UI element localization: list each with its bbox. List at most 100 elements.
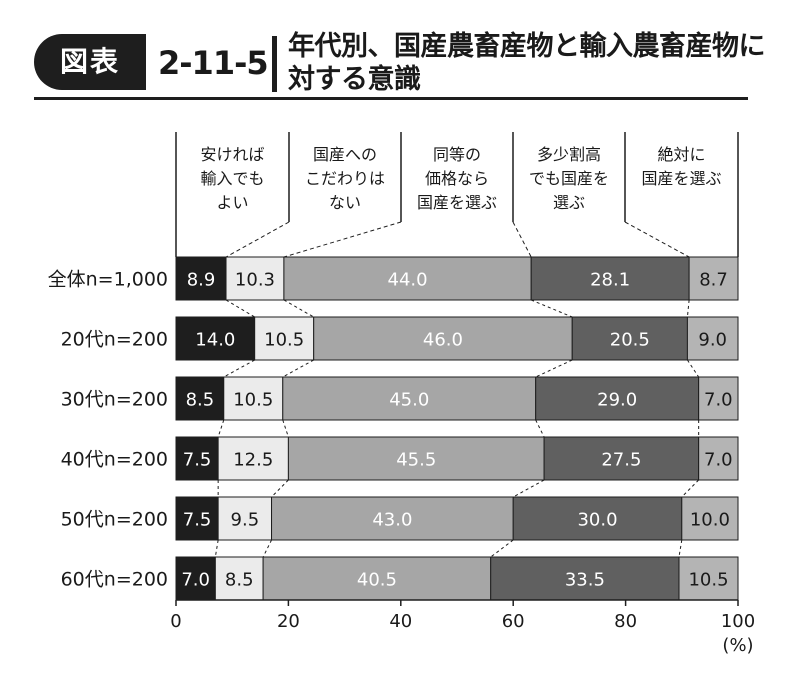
bar-segment <box>217 496 273 541</box>
data-label: 27.5 <box>601 450 641 471</box>
legend-connector <box>225 221 290 258</box>
bar-segment <box>313 316 573 361</box>
legend-label: 価格なら <box>425 169 489 188</box>
category-label: 50代n=200 <box>61 509 168 531</box>
bar-segment <box>283 256 532 301</box>
row-connector <box>681 479 700 498</box>
legend-label: でも国産を <box>529 169 609 188</box>
data-label: 8.5 <box>186 390 215 411</box>
bar-segment <box>282 376 537 421</box>
data-label: 9.0 <box>698 330 727 351</box>
legend-label: 多少割高 <box>537 145 601 164</box>
x-tick-label: 80 <box>614 611 637 632</box>
title-separator <box>272 36 277 92</box>
data-label: 29.0 <box>597 390 637 411</box>
data-label: 45.0 <box>389 390 429 411</box>
row-connector <box>535 419 545 438</box>
row-connector <box>686 299 690 318</box>
bar-segment <box>681 496 739 541</box>
bar-segment <box>688 256 739 301</box>
data-label: 10.5 <box>233 390 273 411</box>
legend-label: 国産への <box>313 145 377 164</box>
data-label: 8.7 <box>699 270 728 291</box>
header-rule <box>34 97 748 100</box>
bar-segment <box>175 556 216 601</box>
category-label: 30代n=200 <box>61 389 168 411</box>
row-connector <box>687 359 700 378</box>
legend-label: 絶対に <box>657 145 705 164</box>
data-label: 8.9 <box>187 270 216 291</box>
bar-segment <box>698 436 739 481</box>
legend-label: 同等の <box>433 145 481 164</box>
data-label: 7.5 <box>183 510 212 531</box>
category-label: 全体n=1,000 <box>48 269 168 291</box>
x-tick-label: 0 <box>170 611 181 632</box>
bar-segment <box>698 376 739 421</box>
data-label: 45.5 <box>396 450 436 471</box>
header: 図表 2-11-5 年代別、国産農畜産物と輸入農畜産物に対する意識 <box>0 0 800 100</box>
row-connector <box>271 479 289 498</box>
data-label: 7.0 <box>181 570 210 591</box>
bar-segment <box>175 376 225 421</box>
x-axis-unit: (%) <box>722 635 753 656</box>
bar-segment <box>571 316 688 361</box>
legend-label: こだわりは <box>305 169 385 188</box>
bar-segment <box>535 376 700 421</box>
data-label: 12.5 <box>233 450 273 471</box>
x-tick-label: 100 <box>721 611 755 632</box>
legend-label: 国産を選ぶ <box>641 169 721 188</box>
row-connector <box>530 299 573 318</box>
data-label: 44.0 <box>388 270 428 291</box>
bar-segment <box>287 436 545 481</box>
data-label: 10.5 <box>264 330 304 351</box>
bar-segment <box>530 256 690 301</box>
data-label: 20.5 <box>610 330 650 351</box>
legend-label: ない <box>329 193 361 212</box>
legend-label: 国産を選ぶ <box>417 193 497 212</box>
bar-segment <box>175 436 219 481</box>
data-label: 7.5 <box>183 450 212 471</box>
row-connector <box>535 359 573 378</box>
x-tick-label: 20 <box>277 611 300 632</box>
data-label: 40.5 <box>357 570 397 591</box>
data-label: 33.5 <box>565 570 605 591</box>
data-label: 10.5 <box>688 570 728 591</box>
data-label: 10.0 <box>690 510 730 531</box>
bar-segment <box>262 556 492 601</box>
bar-segment <box>678 556 739 601</box>
x-tick-label: 40 <box>389 611 412 632</box>
data-label: 46.0 <box>423 330 463 351</box>
bar-segment <box>175 496 219 541</box>
figure-badge: 図表 <box>34 34 146 90</box>
x-tick-label: 60 <box>502 611 525 632</box>
bar-segment <box>175 256 227 301</box>
row-connector <box>490 539 514 558</box>
legend-connector <box>283 221 402 258</box>
row-connector <box>283 299 314 318</box>
row-connector <box>223 359 255 378</box>
data-label: 14.0 <box>195 330 235 351</box>
data-label: 10.3 <box>235 270 275 291</box>
row-connector <box>282 359 314 378</box>
row-connector <box>282 419 289 438</box>
data-label: 7.0 <box>704 450 733 471</box>
bar-segment <box>225 256 285 301</box>
legend-connector <box>512 221 532 258</box>
category-label: 40代n=200 <box>61 449 168 471</box>
bar-segment <box>543 436 700 481</box>
bar-segment <box>223 376 284 421</box>
chart-title: 年代別、国産農畜産物と輸入農畜産物に対する意識 <box>288 31 766 95</box>
legend-label: よい <box>216 193 248 212</box>
data-label: 28.1 <box>590 270 630 291</box>
legend-label: 安ければ <box>200 145 264 164</box>
row-connector <box>678 539 683 558</box>
figure-number: 2-11-5 <box>158 44 269 82</box>
legend-label: 選ぶ <box>553 193 585 212</box>
category-label: 60代n=200 <box>61 569 168 591</box>
data-label: 7.0 <box>704 390 733 411</box>
data-label: 9.5 <box>231 510 260 531</box>
row-connector <box>225 299 255 318</box>
category-label: 20代n=200 <box>61 329 168 351</box>
row-connector <box>262 539 272 558</box>
row-connector <box>214 539 219 558</box>
